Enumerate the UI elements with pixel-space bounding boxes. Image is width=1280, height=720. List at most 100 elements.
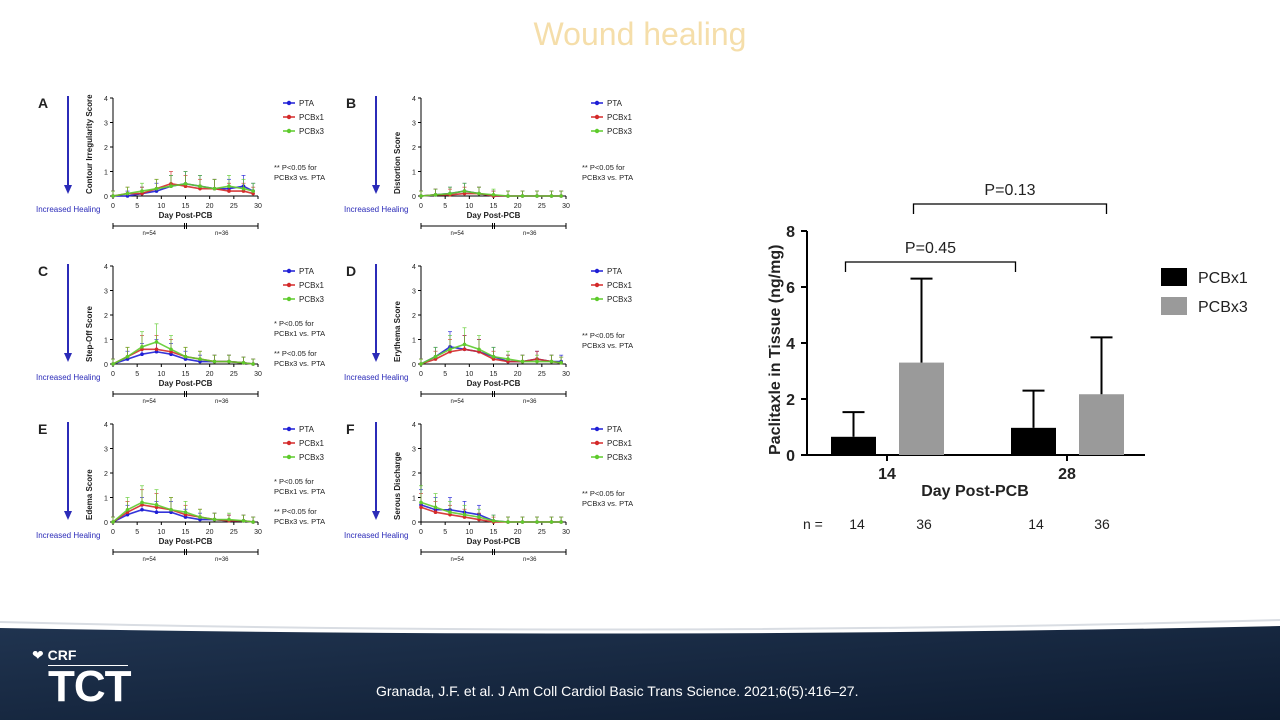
n-left-label: n=54: [450, 231, 464, 237]
n-right-label: n=36: [523, 557, 537, 563]
x-tick-label: 20: [206, 203, 214, 210]
data-point: [462, 347, 467, 352]
legend-swatch-marker: [286, 296, 292, 302]
significance-note: PCBx3 vs. PTA: [582, 173, 633, 182]
n-value: 36: [1094, 516, 1110, 532]
data-point: [535, 194, 539, 198]
legend-label: PCBx1: [607, 113, 632, 122]
n-left-label: n=54: [450, 399, 464, 405]
bar-pcbx3: [1079, 394, 1124, 455]
y-tick-label: 3: [104, 289, 108, 296]
n-left-label: n=54: [450, 557, 464, 563]
x-axis-label: Day Post-PCB: [467, 211, 521, 220]
figure-charts: A Increased Healing Contour Irregularity S…: [36, 94, 1248, 563]
significance-note: ** P<0.05 for: [274, 507, 317, 516]
legend-label: PCBx3: [299, 127, 324, 136]
panel-letter: E: [38, 421, 47, 437]
y-tick-label: 4: [412, 422, 416, 429]
data-point: [506, 194, 510, 198]
data-point: [549, 194, 554, 198]
healing-arrow-head: [64, 185, 72, 194]
x-tick-label: 10: [157, 371, 165, 378]
x-tick-label: 5: [135, 529, 139, 536]
y-tick-label: 2: [412, 145, 416, 152]
x-tick-label: 0: [111, 203, 115, 210]
data-point: [154, 347, 159, 352]
x-tick-label: 5: [443, 529, 447, 536]
legend-swatch-marker: [286, 100, 292, 106]
y-tick-label: 4: [104, 96, 108, 103]
y-tick-label: 1: [412, 338, 416, 345]
data-point: [491, 192, 496, 197]
logo-divider: [48, 665, 128, 666]
healing-arrow-head: [372, 511, 380, 520]
bar-pcbx1: [831, 436, 876, 455]
significance-note: ** P<0.05 for: [582, 489, 625, 498]
legend-label: PTA: [607, 99, 623, 108]
data-point: [125, 191, 130, 196]
data-point: [183, 354, 188, 359]
legend-swatch-marker: [594, 296, 600, 302]
n-right-label: n=36: [523, 399, 537, 405]
legend-label: PCBx1: [607, 439, 632, 448]
x-tick-label: 5: [443, 371, 447, 378]
data-point: [251, 362, 255, 366]
data-point: [433, 192, 438, 197]
x-tick-label: 0: [419, 203, 423, 210]
y-tick-label: 1: [104, 170, 108, 177]
data-point: [241, 186, 246, 191]
n-left-label: n=54: [142, 399, 156, 405]
healing-arrow-head: [372, 353, 380, 362]
y-tick-label: 1: [104, 338, 108, 345]
bar-legend-swatch: [1161, 268, 1187, 286]
data-point: [506, 520, 510, 524]
data-point: [477, 347, 481, 352]
significance-note: * P<0.05 for: [274, 319, 314, 328]
series-line-pcbx1: [112, 182, 254, 197]
legend-label: PCBx1: [607, 281, 632, 290]
data-point: [433, 510, 438, 514]
data-point: [251, 189, 255, 193]
y-tick-label: 0: [412, 520, 416, 527]
healing-arrow-label: Increased Healing: [344, 205, 408, 214]
data-point: [227, 184, 231, 188]
bar-y-tick-label: 2: [786, 392, 795, 409]
x-tick-label: 25: [230, 371, 238, 378]
x-tick-label: 15: [490, 203, 498, 210]
x-tick-label: 15: [182, 203, 190, 210]
legend-swatch-marker: [594, 426, 600, 432]
n-value: 36: [916, 516, 932, 532]
data-point: [198, 357, 202, 361]
legend-swatch-marker: [594, 114, 600, 120]
data-point: [251, 520, 255, 524]
y-tick-label: 2: [104, 471, 108, 478]
data-point: [198, 184, 202, 188]
x-tick-label: 25: [230, 203, 238, 210]
healing-arrow-label: Increased Healing: [344, 373, 408, 382]
legend-swatch-marker: [286, 268, 292, 274]
heart-icon: ❤: [32, 647, 44, 663]
x-tick-label: 5: [443, 203, 447, 210]
x-tick-label: 0: [111, 371, 115, 378]
y-tick-label: 0: [104, 520, 108, 527]
data-point: [154, 503, 159, 507]
bar-category-label: 14: [878, 466, 896, 483]
x-tick-label: 5: [135, 203, 139, 210]
legend-label: PCBx1: [299, 113, 324, 122]
n-right-label: n=36: [523, 231, 537, 237]
y-axis-label: Edema Score: [85, 469, 94, 520]
data-point: [491, 354, 496, 359]
n-left-label: n=54: [142, 231, 156, 237]
y-tick-label: 1: [412, 496, 416, 503]
y-tick-label: 2: [104, 145, 108, 152]
x-tick-label: 10: [465, 203, 473, 210]
bar-y-axis-label: Paclitaxle in Tissue (ng/mg): [767, 245, 784, 455]
x-tick-label: 20: [514, 203, 522, 210]
data-point: [140, 189, 144, 193]
data-point: [183, 181, 188, 186]
panel-letter: F: [346, 421, 355, 437]
data-point: [535, 359, 539, 364]
x-tick-label: 10: [465, 371, 473, 378]
bar-category-label: 28: [1058, 466, 1076, 483]
x-tick-label: 15: [182, 371, 190, 378]
